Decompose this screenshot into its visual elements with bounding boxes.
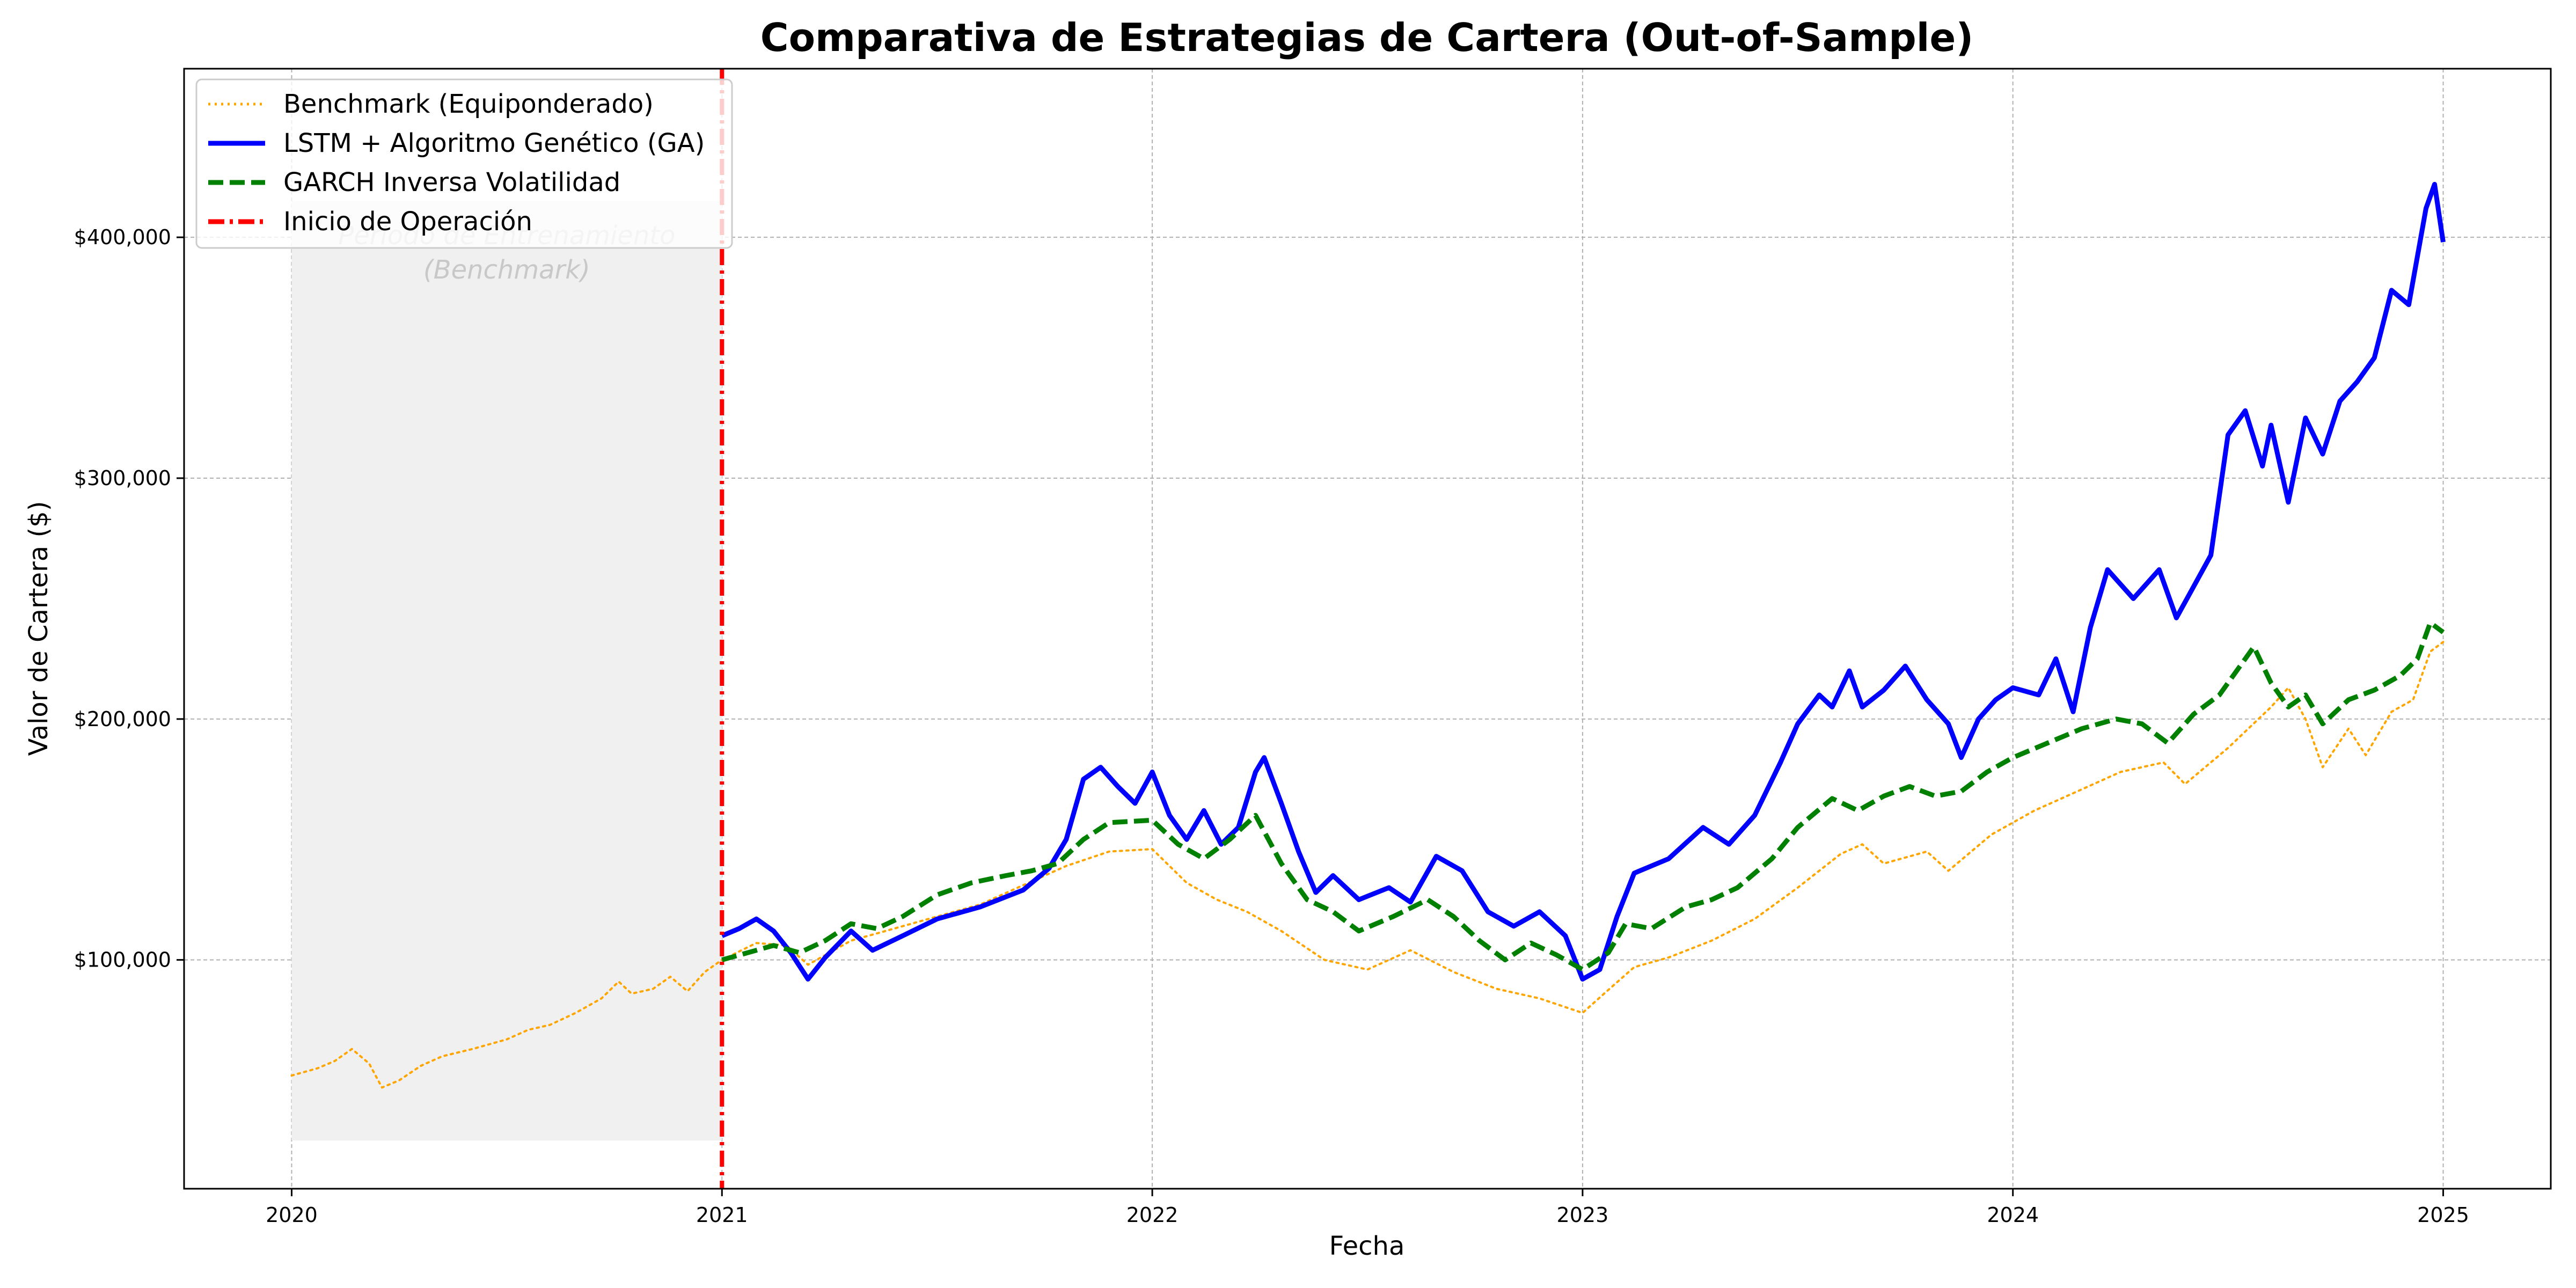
legend-label: Benchmark (Equiponderado) <box>283 89 654 119</box>
plot-frame <box>183 68 2552 1190</box>
y-tick-label: $200,000 <box>74 707 171 731</box>
training-period-label: (Benchmark) <box>423 255 590 285</box>
x-axis-ticks: 2020 2021 2022 2023 2024 2025 <box>266 1189 2469 1227</box>
legend-label: GARCH Inversa Volatilidad <box>283 167 620 197</box>
legend-label: LSTM + Algoritmo Genético (GA) <box>283 128 705 158</box>
series-line-2 <box>721 620 2445 972</box>
y-tick-label: $100,000 <box>74 948 171 972</box>
legend-box <box>195 78 733 249</box>
legend-label: Inicio de Operación <box>283 207 532 237</box>
x-tick-label: 2021 <box>696 1203 748 1227</box>
x-tick-label: 2020 <box>266 1203 318 1227</box>
y-tick-label: $300,000 <box>74 466 171 490</box>
y-axis-ticks: $100,000 $200,000 $300,000 $400,000 <box>74 225 184 972</box>
x-tick-label: 2022 <box>1126 1203 1179 1227</box>
legend: Benchmark (Equiponderado) LSTM + Algoritm… <box>195 78 733 249</box>
chart-title: Comparativa de Estrategias de Cartera (O… <box>760 15 1973 60</box>
y-tick-label: $400,000 <box>74 225 171 249</box>
series-line-1 <box>721 181 2446 982</box>
y-axis-label: Valor de Cartera ($) <box>24 501 54 756</box>
training-period-region: Periodo de Entrenamiento(Benchmark) <box>291 201 722 1141</box>
x-axis-label: Fecha <box>1329 1231 1405 1261</box>
series-lines <box>290 181 2446 1089</box>
plot-area: Periodo de Entrenamiento(Benchmark) <box>183 68 2552 1190</box>
training-period-shade <box>291 201 722 1141</box>
x-tick-label: 2024 <box>1987 1203 2039 1227</box>
x-tick-label: 2023 <box>1557 1203 1609 1227</box>
series-line-0 <box>290 641 2445 1089</box>
x-tick-label: 2025 <box>2417 1203 2469 1227</box>
